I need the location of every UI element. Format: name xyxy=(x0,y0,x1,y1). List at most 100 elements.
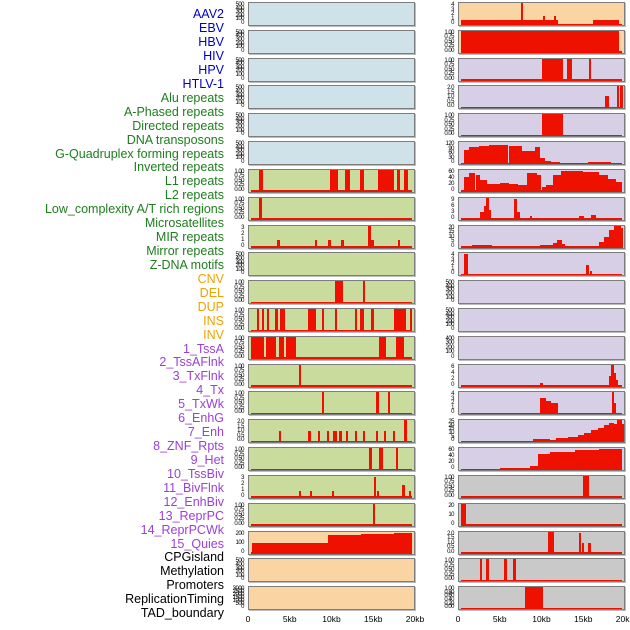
signal-bar xyxy=(539,397,547,415)
y-tick-label: 2 xyxy=(451,11,454,17)
signal-bar xyxy=(611,364,614,387)
track-panel-a-phased-repeats xyxy=(248,196,415,221)
signal-bar xyxy=(520,3,524,25)
track-label-microsatellites: Microsatellites xyxy=(144,216,224,231)
y-tick-label: 100 xyxy=(235,72,244,79)
y-tick-label: 3 xyxy=(451,395,454,402)
signal-bar xyxy=(557,239,563,248)
signal-bar xyxy=(371,240,375,248)
y-tick-label: 20 xyxy=(448,180,454,187)
y-tick-label: 400 xyxy=(445,283,454,290)
signal-bar xyxy=(354,431,357,443)
track-label-tad-boundary: TAD_boundary xyxy=(140,606,224,621)
y-tick-label: 200 xyxy=(235,263,244,270)
signal-bar xyxy=(334,281,344,304)
signal-bar xyxy=(514,198,518,220)
y-tick-label: 300 xyxy=(235,37,244,43)
signal-bar xyxy=(275,309,278,332)
track-panel-del xyxy=(248,558,415,583)
signal-baseline xyxy=(250,468,413,471)
track-panel-promoters xyxy=(458,530,625,555)
x-tick-label: 5kb xyxy=(492,614,507,624)
signal-bar xyxy=(614,225,621,248)
y-tick-label: 0 xyxy=(241,103,244,110)
signal-bar xyxy=(553,175,562,192)
y-tick-label: 100 xyxy=(235,572,244,579)
signal-baseline xyxy=(460,134,623,137)
y-tick-label: 500 xyxy=(235,601,244,608)
y-tick-label: 0.0 xyxy=(447,103,454,110)
signal-bar xyxy=(567,436,578,443)
y-axis-ticks-7-enh: 20 15 10 5 0 xyxy=(430,225,456,249)
y-tick-label: 1.00 xyxy=(234,308,244,315)
y-axis-ticks-microsatellites: 2.0 1.5 1.0 0.5 0.0 xyxy=(222,419,246,443)
y-tick-label: 0.5 xyxy=(237,432,244,439)
y-axis-ticks-tad-boundary: 1.00 0.80 0.60 0.40 0.20 0.00 xyxy=(430,586,456,610)
y-tick-label: 1 xyxy=(241,486,244,493)
signal-bar xyxy=(614,403,617,415)
track-panel-2-tssaflnk xyxy=(458,85,625,110)
signal-bar xyxy=(616,86,619,109)
track-panel-11-bivflnk xyxy=(458,335,625,360)
signal-bar xyxy=(591,214,596,220)
track-panel-7-enh xyxy=(458,224,625,249)
y-tick-label: 0.75 xyxy=(444,62,454,69)
signal-bar xyxy=(529,216,533,220)
y-tick-label: 40 xyxy=(448,453,454,460)
y-tick-label: 0 xyxy=(451,298,454,305)
y-tick-label: 0 xyxy=(451,242,454,249)
y-tick-label: 1.00 xyxy=(234,502,244,509)
y-tick-label: 0 xyxy=(241,131,244,138)
y-tick-label: 0.0 xyxy=(447,548,454,555)
signal-bar xyxy=(379,336,386,359)
signal-bar xyxy=(354,309,358,332)
track-panel-inverted-repeats xyxy=(248,308,415,333)
signal-bar xyxy=(536,175,542,192)
signal-bar xyxy=(508,145,522,165)
signal-bar xyxy=(472,468,501,471)
y-tick-label: 0.25 xyxy=(444,43,454,50)
y-tick-label: 0.50 xyxy=(234,400,244,407)
signal-bar xyxy=(334,309,338,332)
signal-bar xyxy=(341,240,344,248)
y-tick-label: 1 xyxy=(451,265,454,272)
y-tick-label: 0.50 xyxy=(444,38,454,45)
signal-baseline xyxy=(250,496,413,498)
y-tick-label: 2500 xyxy=(232,589,245,596)
y-tick-label: 0.75 xyxy=(234,284,244,291)
y-tick-label: 2 xyxy=(451,375,454,382)
y-tick-label: 40 xyxy=(448,174,454,181)
y-tick-label: 0 xyxy=(451,437,454,444)
y-tick-label: 0.75 xyxy=(234,451,244,458)
signal-bar xyxy=(534,217,547,220)
y-tick-label: 1.5 xyxy=(447,89,454,96)
track-label-2-tssaflnk: 2_TssAFlnk xyxy=(159,355,224,370)
y-tick-label: 500 xyxy=(445,308,454,315)
track-panel-1-tssa xyxy=(458,57,625,82)
y-axis-ticks-dup: 3000 2500 2000 1500 1000 500 0 xyxy=(222,586,246,610)
track-label-a-phased-repeats: A-Phased repeats xyxy=(123,104,224,119)
signal-bar xyxy=(463,149,469,165)
signal-bar xyxy=(475,175,481,192)
track-label-hiv: HIV xyxy=(203,48,224,63)
signal-bar xyxy=(597,428,605,443)
signal-bar xyxy=(544,160,552,165)
y-tick-label: 1.00 xyxy=(234,280,244,287)
track-panel-aav2 xyxy=(248,2,415,26)
signal-bar xyxy=(582,172,600,192)
y-tick-label: 0.50 xyxy=(234,372,244,379)
track-label-11-bivflnk: 11_BivFlnk xyxy=(163,480,224,495)
y-tick-label: 0.00 xyxy=(444,47,454,54)
signal-bar xyxy=(395,336,405,359)
track-panel-l2-repeats xyxy=(248,363,415,388)
signal-bar xyxy=(328,535,362,554)
signal-baseline xyxy=(460,273,623,276)
y-tick-label: 500 xyxy=(235,29,244,36)
signal-bar xyxy=(409,490,412,498)
track-label-promoters: Promoters xyxy=(166,578,224,593)
y-tick-label: 1.00 xyxy=(444,586,454,593)
y-tick-label: 0.60 xyxy=(444,593,454,600)
y-tick-label: 2.0 xyxy=(447,530,454,537)
